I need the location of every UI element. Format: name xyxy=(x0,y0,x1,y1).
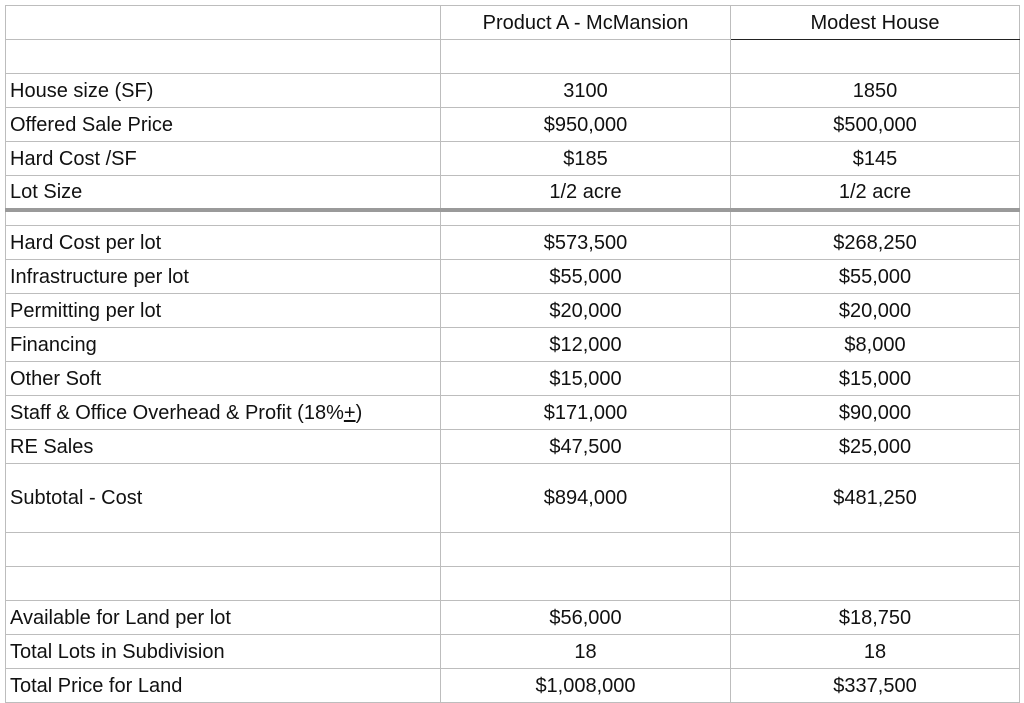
row-label: House size (SF) xyxy=(5,73,441,108)
row-label: Lot Size xyxy=(5,175,441,212)
plus-minus-glyph: + xyxy=(343,401,356,424)
row-label-text: Offered Sale Price xyxy=(10,113,174,136)
value-product-a: $47,500 xyxy=(440,429,731,464)
row-label-text: Staff & Office Overhead & Profit (18% xyxy=(10,401,344,424)
value-modest-house: 1850 xyxy=(730,73,1020,108)
value-product-a: 1/2 acre xyxy=(440,175,731,212)
row-label-text: Other Soft xyxy=(10,367,102,390)
value-modest-house: $337,500 xyxy=(730,668,1020,703)
value-modest-house: $15,000 xyxy=(730,361,1020,396)
table-row: House size (SF) 3100 1850 xyxy=(5,73,1020,108)
value-product-a xyxy=(440,532,731,567)
table-row: Available for Land per lot $56,000 $18,750 xyxy=(5,600,1020,635)
table-row xyxy=(5,39,1020,74)
row-label: Other Soft xyxy=(5,361,441,396)
table-row: Permitting per lot $20,000 $20,000 xyxy=(5,293,1020,328)
header-cell-label xyxy=(5,5,441,40)
header-row: Product A - McMansion Modest House xyxy=(5,5,1020,40)
value-modest-house xyxy=(730,532,1020,567)
row-label-text: Hard Cost per lot xyxy=(10,231,162,254)
value-product-a: $15,000 xyxy=(440,361,731,396)
row-label-text: House size (SF) xyxy=(10,79,154,102)
row-label xyxy=(5,39,441,74)
table-row: Subtotal - Cost $894,000 $481,250 xyxy=(5,463,1020,533)
header-cell-modest-house: Modest House xyxy=(730,5,1020,40)
value-modest-house: $55,000 xyxy=(730,259,1020,294)
table-row xyxy=(5,532,1020,567)
value-modest-house: $500,000 xyxy=(730,107,1020,142)
value-product-a xyxy=(440,209,731,226)
value-product-a: $573,500 xyxy=(440,225,731,260)
row-label xyxy=(5,566,441,601)
row-label-text: Subtotal - Cost xyxy=(10,487,143,509)
value-product-a: $185 xyxy=(440,141,731,176)
table-row: RE Sales $47,500 $25,000 xyxy=(5,429,1020,464)
value-product-a: $55,000 xyxy=(440,259,731,294)
value-product-a: $171,000 xyxy=(440,395,731,430)
value-modest-house: 18 xyxy=(730,634,1020,669)
row-label: Permitting per lot xyxy=(5,293,441,328)
row-label-text: Hard Cost /SF xyxy=(10,147,137,170)
value-modest-house: $145 xyxy=(730,141,1020,176)
table-row: Lot Size 1/2 acre 1/2 acre xyxy=(5,175,1020,212)
value-product-a: $1,008,000 xyxy=(440,668,731,703)
header-cell-product-a: Product A - McMansion xyxy=(440,5,731,40)
row-label-text: Total Price for Land xyxy=(10,674,183,697)
cost-comparison-table: Product A - McMansion Modest House House… xyxy=(5,5,1020,703)
value-product-a: $894,000 xyxy=(440,463,731,533)
row-label-text: Total Lots in Subdivision xyxy=(10,640,225,663)
row-label: Available for Land per lot xyxy=(5,600,441,635)
value-product-a: $20,000 xyxy=(440,293,731,328)
value-modest-house: $20,000 xyxy=(730,293,1020,328)
row-label: Total Lots in Subdivision xyxy=(5,634,441,669)
row-label: Offered Sale Price xyxy=(5,107,441,142)
row-label-tail: ) xyxy=(355,401,363,424)
value-modest-house: $25,000 xyxy=(730,429,1020,464)
table-row: Other Soft $15,000 $15,000 xyxy=(5,361,1020,396)
table-row: Offered Sale Price $950,000 $500,000 xyxy=(5,107,1020,142)
value-modest-house: $8,000 xyxy=(730,327,1020,362)
value-product-a: $950,000 xyxy=(440,107,731,142)
value-product-a xyxy=(440,39,731,74)
row-label: Hard Cost /SF xyxy=(5,141,441,176)
row-label-text: Permitting per lot xyxy=(10,299,162,322)
value-product-a xyxy=(440,566,731,601)
table-row: Total Lots in Subdivision 18 18 xyxy=(5,634,1020,669)
value-modest-house: $481,250 xyxy=(730,463,1020,533)
table-row xyxy=(5,566,1020,601)
row-label-text: Available for Land per lot xyxy=(10,606,231,629)
table-row xyxy=(5,209,1020,226)
row-label: Infrastructure per lot xyxy=(5,259,441,294)
row-label: Financing xyxy=(5,327,441,362)
table-row: Hard Cost per lot $573,500 $268,250 xyxy=(5,225,1020,260)
row-label-text: Infrastructure per lot xyxy=(10,265,189,288)
value-modest-house: $18,750 xyxy=(730,600,1020,635)
value-product-a: $12,000 xyxy=(440,327,731,362)
table-row: Hard Cost /SF $185 $145 xyxy=(5,141,1020,176)
value-modest-house xyxy=(730,209,1020,226)
value-modest-house: 1/2 acre xyxy=(730,175,1020,212)
value-product-a: 18 xyxy=(440,634,731,669)
row-label: Hard Cost per lot xyxy=(5,225,441,260)
row-label: Staff & Office Overhead & Profit (18%+) xyxy=(5,395,441,430)
row-label xyxy=(5,209,441,226)
row-label: Total Price for Land xyxy=(5,668,441,703)
value-modest-house: $90,000 xyxy=(730,395,1020,430)
row-label: RE Sales xyxy=(5,429,441,464)
row-label: Subtotal - Cost xyxy=(5,463,441,533)
row-label-text: Financing xyxy=(10,333,97,356)
table-row: Infrastructure per lot $55,000 $55,000 xyxy=(5,259,1020,294)
value-modest-house xyxy=(730,39,1020,74)
value-product-a: $56,000 xyxy=(440,600,731,635)
row-label-text: Lot Size xyxy=(10,180,83,203)
row-label-text: RE Sales xyxy=(10,435,94,458)
table-row: Financing $12,000 $8,000 xyxy=(5,327,1020,362)
row-label xyxy=(5,532,441,567)
value-product-a: 3100 xyxy=(440,73,731,108)
value-modest-house: $268,250 xyxy=(730,225,1020,260)
table-row: Total Price for Land $1,008,000 $337,500 xyxy=(5,668,1020,703)
value-modest-house xyxy=(730,566,1020,601)
table-row: Staff & Office Overhead & Profit (18%+) $… xyxy=(5,395,1020,430)
